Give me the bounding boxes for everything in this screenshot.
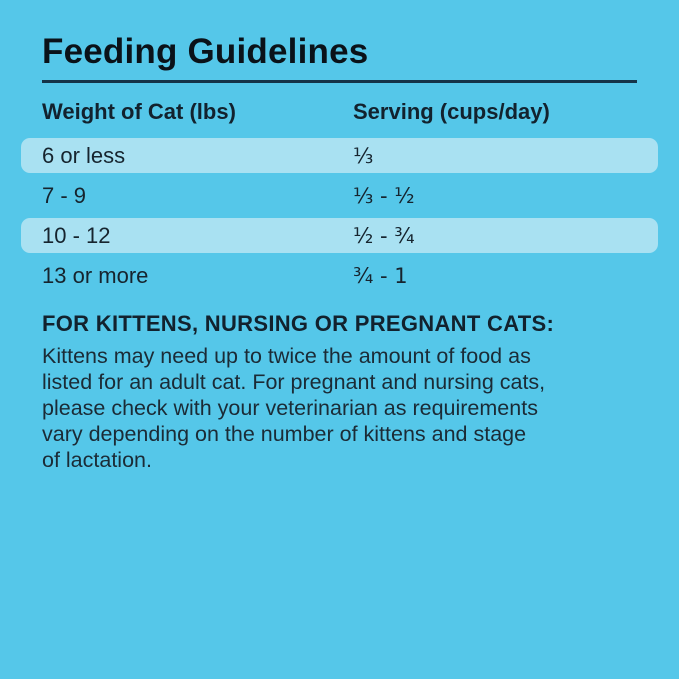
table-row: 10 - 12 ½ - ¾ bbox=[21, 218, 658, 253]
kittens-note: FOR KITTENS, NURSING OR PREGNANT CATS: K… bbox=[42, 311, 637, 473]
serving-cell: ½ - ¾ bbox=[353, 223, 415, 248]
column-header-serving: Serving (cups/day) bbox=[353, 99, 550, 124]
weight-cell: 13 or more bbox=[42, 262, 149, 288]
page-title: Feeding Guidelines bbox=[42, 32, 369, 71]
weight-cell: 10 - 12 bbox=[42, 222, 111, 248]
serving-cell: ⅓ bbox=[353, 143, 374, 168]
kittens-note-body: Kittens may need up to twice the amount … bbox=[42, 344, 546, 472]
table-row: 6 or less ⅓ bbox=[21, 138, 658, 173]
serving-cell: ¾ - 1 bbox=[353, 263, 408, 288]
serving-cell: ⅓ - ½ bbox=[353, 183, 415, 208]
table-row: 13 or more ¾ - 1 bbox=[21, 258, 658, 293]
kittens-note-heading: FOR KITTENS, NURSING OR PREGNANT CATS: bbox=[42, 311, 555, 336]
table-row: 7 - 9 ⅓ - ½ bbox=[21, 178, 658, 213]
title-divider bbox=[42, 80, 637, 83]
weight-cell: 7 - 9 bbox=[42, 182, 87, 208]
table-header-row: Weight of Cat (lbs) Serving (cups/day) bbox=[42, 99, 637, 125]
feeding-table: 6 or less ⅓ 7 - 9 ⅓ - ½ 10 - 12 ½ - ¾ 13… bbox=[21, 138, 658, 293]
weight-cell: 6 or less bbox=[42, 142, 126, 168]
feeding-guidelines-panel: Feeding Guidelines Weight of Cat (lbs) S… bbox=[21, 32, 658, 473]
column-header-weight: Weight of Cat (lbs) bbox=[42, 99, 236, 124]
